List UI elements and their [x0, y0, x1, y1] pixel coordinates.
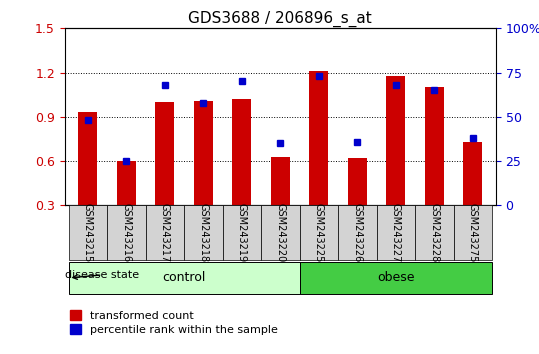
Bar — [68, 262, 300, 294]
Bar — [232, 99, 251, 205]
Bar — [463, 142, 482, 205]
Text: GSM243216: GSM243216 — [121, 203, 132, 262]
Bar — [300, 262, 492, 294]
Bar — [116, 161, 136, 205]
Bar — [309, 71, 328, 205]
Bar — [107, 205, 146, 260]
Text: GSM243220: GSM243220 — [275, 203, 285, 262]
Bar — [300, 205, 338, 260]
Text: GSM243227: GSM243227 — [391, 203, 401, 262]
Bar — [223, 205, 261, 260]
Legend: transformed count, percentile rank within the sample: transformed count, percentile rank withi… — [70, 310, 278, 335]
Bar — [194, 101, 213, 205]
Text: GSM243218: GSM243218 — [198, 203, 208, 262]
Bar — [271, 156, 290, 205]
Bar — [155, 102, 175, 205]
Text: GSM243225: GSM243225 — [314, 203, 324, 262]
Text: obese: obese — [377, 272, 414, 284]
Bar — [68, 205, 107, 260]
Text: GSM243217: GSM243217 — [160, 203, 170, 262]
Text: GSM243215: GSM243215 — [83, 203, 93, 262]
Title: GDS3688 / 206896_s_at: GDS3688 / 206896_s_at — [189, 11, 372, 27]
Bar — [348, 158, 367, 205]
Text: GSM243228: GSM243228 — [429, 203, 439, 262]
Text: GSM243226: GSM243226 — [353, 203, 362, 262]
Bar — [78, 113, 98, 205]
Text: control: control — [162, 272, 206, 284]
Bar — [415, 205, 453, 260]
Bar — [261, 205, 300, 260]
Text: disease state: disease state — [65, 270, 140, 280]
Bar — [425, 87, 444, 205]
Bar — [146, 205, 184, 260]
Bar — [338, 205, 377, 260]
Bar — [453, 205, 492, 260]
Text: GSM243219: GSM243219 — [237, 203, 247, 262]
Bar — [386, 75, 405, 205]
Bar — [184, 205, 223, 260]
Text: GSM243275: GSM243275 — [468, 203, 478, 262]
Bar — [377, 205, 415, 260]
